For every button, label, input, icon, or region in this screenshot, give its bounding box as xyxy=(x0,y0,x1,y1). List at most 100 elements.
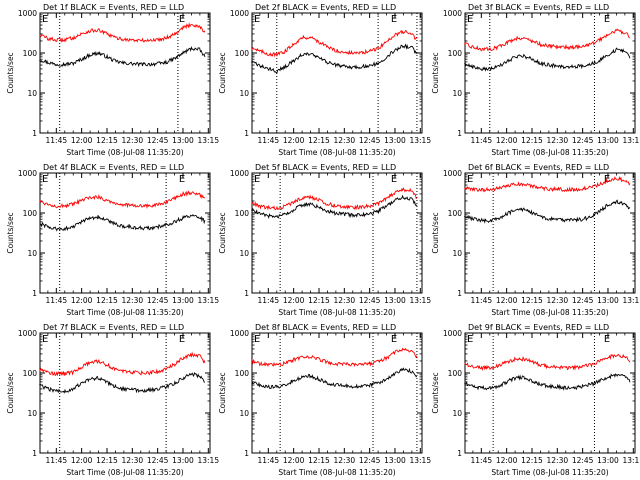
event-marker: E xyxy=(42,334,48,345)
y-tick-label: 1 xyxy=(244,289,249,298)
x-tick-label: 13:00 xyxy=(384,136,406,145)
event-marker: E xyxy=(467,14,473,25)
y-axis-label: Counts/sec xyxy=(218,372,227,413)
x-tick-label: 13:00 xyxy=(172,296,194,305)
x-tick-label: 13:15 xyxy=(409,456,431,465)
y-tick-label: 1000 xyxy=(18,169,37,178)
x-tick-label: 11:45 xyxy=(258,456,280,465)
series-lld-line xyxy=(251,187,418,211)
y-tick-label: 1000 xyxy=(230,9,249,18)
y-tick-label: 100 xyxy=(448,369,463,378)
y-tick-label: 1000 xyxy=(18,9,37,18)
x-tick-label: 13:00 xyxy=(597,136,619,145)
y-tick-label: 10 xyxy=(452,409,462,418)
y-axis-label: Counts/sec xyxy=(218,212,227,253)
event-marker: E xyxy=(179,14,185,25)
x-tick-label: 12:30 xyxy=(334,136,356,145)
x-tick-label: 13:00 xyxy=(597,456,619,465)
series-lld-line xyxy=(464,28,631,52)
x-tick-label: 13:15 xyxy=(622,456,640,465)
x-tick-label: 12:45 xyxy=(147,296,169,305)
x-tick-label: 12:00 xyxy=(71,296,93,305)
event-marker: E xyxy=(604,14,610,25)
x-tick-label: 11:45 xyxy=(258,296,280,305)
x-tick-label: 12:15 xyxy=(521,296,543,305)
x-tick-label: 13:00 xyxy=(172,136,194,145)
plot-frame xyxy=(251,332,423,454)
x-axis-label: Start Time (08-Jul-08 11:35:20) xyxy=(66,148,183,157)
panel-det-8: Det 8f BLACK = Events, RED = LLD Counts/s… xyxy=(218,323,431,477)
x-axis-label: Start Time (08-Jul-08 11:35:20) xyxy=(491,148,608,157)
x-tick-label: 13:15 xyxy=(197,296,219,305)
event-marker: E xyxy=(604,334,610,345)
y-tick-label: 10 xyxy=(239,409,249,418)
x-tick-label: 11:45 xyxy=(258,136,280,145)
series-lld-line xyxy=(464,353,631,372)
x-tick-label: 13:00 xyxy=(384,296,406,305)
x-axis-label: Start Time (08-Jul-08 11:35:20) xyxy=(491,468,608,477)
panel-title: Det 5f BLACK = Events, RED = LLD xyxy=(255,163,396,172)
event-marker: E xyxy=(42,14,48,25)
y-axis-label: Counts/sec xyxy=(431,212,440,253)
y-tick-label: 100 xyxy=(448,49,463,58)
x-tick-label: 13:15 xyxy=(622,296,640,305)
x-tick-label: 12:45 xyxy=(359,136,381,145)
y-tick-label: 100 xyxy=(235,49,250,58)
y-tick-label: 10 xyxy=(27,409,37,418)
series-lld-line xyxy=(39,190,206,210)
x-tick-label: 11:45 xyxy=(46,136,68,145)
series-lld-line xyxy=(464,176,631,193)
panel-title: Det 4f BLACK = Events, RED = LLD xyxy=(43,163,184,172)
y-tick-label: 1 xyxy=(244,129,249,138)
x-tick-label: 11:45 xyxy=(471,136,493,145)
series-events-line xyxy=(464,47,631,72)
event-marker: E xyxy=(467,174,473,185)
y-tick-label: 1000 xyxy=(443,9,462,18)
plot-frame xyxy=(464,172,636,294)
panel-title: Det 6f BLACK = Events, RED = LLD xyxy=(468,163,609,172)
x-axis-label: Start Time (08-Jul-08 11:35:20) xyxy=(491,308,608,317)
x-tick-label: 12:15 xyxy=(521,456,543,465)
y-axis-label: Counts/sec xyxy=(431,52,440,93)
x-tick-label: 12:00 xyxy=(283,136,305,145)
y-tick-label: 10 xyxy=(239,89,249,98)
y-axis-label: Counts/sec xyxy=(6,212,15,253)
series-events-line xyxy=(39,46,206,68)
x-tick-label: 12:30 xyxy=(122,456,144,465)
y-tick-label: 10 xyxy=(239,249,249,258)
y-axis-label: Counts/sec xyxy=(431,372,440,413)
series-events-line xyxy=(39,213,206,232)
event-marker: E xyxy=(467,334,473,345)
series-events-line xyxy=(251,194,418,219)
y-tick-label: 1000 xyxy=(443,169,462,178)
panel-title: Det 8f BLACK = Events, RED = LLD xyxy=(255,323,396,332)
x-tick-label: 12:45 xyxy=(572,136,594,145)
series-events-line xyxy=(39,371,206,394)
x-tick-label: 12:15 xyxy=(308,456,330,465)
y-tick-label: 1000 xyxy=(443,329,462,338)
plot-frame xyxy=(251,172,423,294)
x-tick-label: 13:00 xyxy=(597,296,619,305)
x-tick-label: 12:15 xyxy=(308,136,330,145)
y-tick-label: 10 xyxy=(452,249,462,258)
x-tick-label: 12:45 xyxy=(572,456,594,465)
panel-title: Det 7f BLACK = Events, RED = LLD xyxy=(43,323,184,332)
x-tick-label: 12:30 xyxy=(122,136,144,145)
y-tick-label: 100 xyxy=(448,209,463,218)
plot-frame xyxy=(464,332,636,454)
series-lld-line xyxy=(251,347,418,367)
x-tick-label: 12:00 xyxy=(283,456,305,465)
y-axis-label: Counts/sec xyxy=(6,372,15,413)
series-events-line xyxy=(251,367,417,389)
event-marker: E xyxy=(391,334,397,345)
x-tick-label: 12:00 xyxy=(71,456,93,465)
panel-det-4: Det 4f BLACK = Events, RED = LLD Counts/s… xyxy=(6,163,219,317)
event-marker: E xyxy=(254,334,260,345)
series-events-line xyxy=(251,43,418,74)
x-tick-label: 11:45 xyxy=(46,456,68,465)
series-events-line xyxy=(464,199,631,224)
x-tick-label: 11:45 xyxy=(46,296,68,305)
x-tick-label: 13:00 xyxy=(384,456,406,465)
event-marker: E xyxy=(254,174,260,185)
x-tick-label: 12:15 xyxy=(96,296,118,305)
